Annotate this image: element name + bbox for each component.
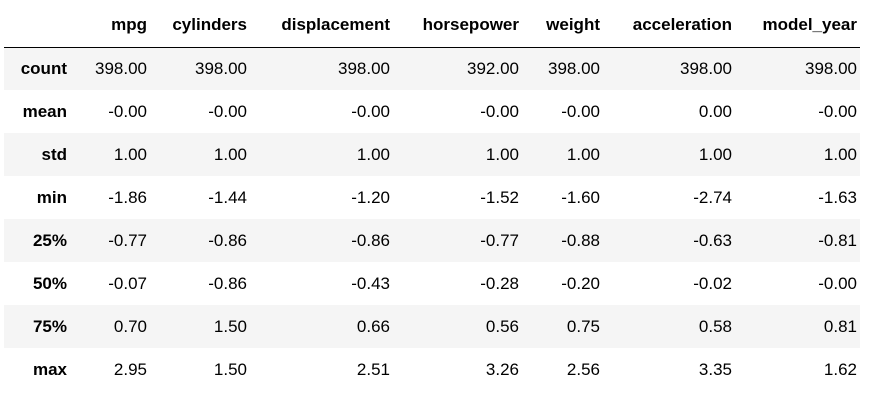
table-cell: -0.77: [108, 230, 147, 250]
table-cell: -0.88: [561, 230, 600, 250]
table-cell: -0.63: [693, 230, 732, 250]
table-cell: -1.20: [351, 187, 390, 207]
table-cell: 2.95: [113, 359, 147, 379]
table-cell: 1.50: [213, 316, 247, 336]
table-cell: -1.60: [561, 187, 600, 207]
table-cell: 398.00: [680, 58, 732, 78]
table-row: mean -0.00 -0.00 -0.00 -0.00 -0.00 0.00 -0.00: [4, 90, 860, 133]
table-cell: 398.00: [805, 58, 857, 78]
table-cell: -0.07: [108, 273, 147, 293]
table-cell: 3.26: [485, 359, 519, 379]
table-cell: 1.00: [356, 144, 390, 164]
column-header-model-year: model_year: [735, 4, 860, 48]
table-cell: -0.00: [561, 101, 600, 121]
table-cell: 0.58: [698, 316, 732, 336]
table-cell: -1.63: [818, 187, 857, 207]
table-cell: 398.00: [195, 58, 247, 78]
table-cell: 0.66: [356, 316, 390, 336]
table-row: 25% -0.77 -0.86 -0.86 -0.77 -0.88 -0.63 -0.81: [4, 219, 860, 262]
column-header-acceleration: acceleration: [603, 4, 735, 48]
column-header-displacement: displacement: [250, 4, 393, 48]
table-cell: -0.86: [208, 273, 247, 293]
table-cell: 1.50: [213, 359, 247, 379]
table-cell: 1.00: [113, 144, 147, 164]
table-cell: -0.02: [693, 273, 732, 293]
describe-table: mpg cylinders displacement horsepower we…: [4, 4, 860, 391]
row-label: 25%: [32, 230, 67, 250]
table-cell: -0.00: [480, 101, 519, 121]
table-cell: 398.00: [548, 58, 600, 78]
table-row: min -1.86 -1.44 -1.20 -1.52 -1.60 -2.74 -1.63: [4, 176, 860, 219]
column-header-weight: weight: [522, 4, 603, 48]
table-cell: 398.00: [95, 58, 147, 78]
table-cell: 2.56: [566, 359, 600, 379]
column-header-mpg: mpg: [70, 4, 150, 48]
table-cell: -0.00: [351, 101, 390, 121]
table-row: std 1.00 1.00 1.00 1.00 1.00 1.00 1.00: [4, 133, 860, 176]
table-row: max 2.95 1.50 2.51 3.26 2.56 3.35 1.62: [4, 348, 860, 391]
table-cell: -0.43: [351, 273, 390, 293]
table-cell: 0.75: [566, 316, 600, 336]
table-header: mpg cylinders displacement horsepower we…: [4, 4, 860, 48]
column-header-cylinders: cylinders: [150, 4, 250, 48]
row-label: 75%: [32, 316, 67, 336]
index-header-cell: [4, 4, 70, 48]
table-cell: -0.00: [818, 273, 857, 293]
table-cell: -0.00: [208, 101, 247, 121]
row-label: 50%: [32, 273, 67, 293]
table-cell: 3.35: [698, 359, 732, 379]
table-cell: -0.81: [818, 230, 857, 250]
table-cell: 0.81: [823, 316, 857, 336]
table-cell: 1.00: [823, 144, 857, 164]
table-cell: 1.00: [698, 144, 732, 164]
header-row: mpg cylinders displacement horsepower we…: [4, 4, 860, 48]
table-cell: 1.00: [485, 144, 519, 164]
table-cell: -0.86: [351, 230, 390, 250]
table-cell: 1.00: [213, 144, 247, 164]
table-cell: 0.70: [113, 316, 147, 336]
table-cell: 392.00: [467, 58, 519, 78]
table-row: count 398.00 398.00 398.00 392.00 398.00 398.0…: [4, 47, 860, 90]
table-cell: -1.86: [108, 187, 147, 207]
row-label: count: [20, 58, 67, 78]
table-cell: 2.51: [356, 359, 390, 379]
table-cell: -1.52: [480, 187, 519, 207]
table-body: count 398.00 398.00 398.00 392.00 398.00 398.0…: [4, 47, 860, 391]
row-label: std: [41, 144, 68, 164]
table-cell: -0.00: [818, 101, 857, 121]
table-cell: -0.00: [108, 101, 147, 121]
table-cell: 398.00: [338, 58, 390, 78]
table-cell: -1.44: [208, 187, 247, 207]
row-label: min: [36, 187, 67, 207]
row-label: max: [32, 359, 67, 379]
column-header-horsepower: horsepower: [393, 4, 522, 48]
table-cell: -0.86: [208, 230, 247, 250]
table-cell: -2.74: [693, 187, 732, 207]
table-cell: -0.77: [480, 230, 519, 250]
table-cell: 0.56: [485, 316, 519, 336]
table-cell: -0.28: [480, 273, 519, 293]
table-cell: -0.20: [561, 273, 600, 293]
row-label: mean: [22, 101, 67, 121]
table-cell: 1.62: [823, 359, 857, 379]
table-row: 50% -0.07 -0.86 -0.43 -0.28 -0.20 -0.02 -0.00: [4, 262, 860, 305]
table-row: 75% 0.70 1.50 0.66 0.56 0.75 0.58 0.81: [4, 305, 860, 348]
table-cell: 1.00: [566, 144, 600, 164]
table-cell: 0.00: [698, 101, 732, 121]
